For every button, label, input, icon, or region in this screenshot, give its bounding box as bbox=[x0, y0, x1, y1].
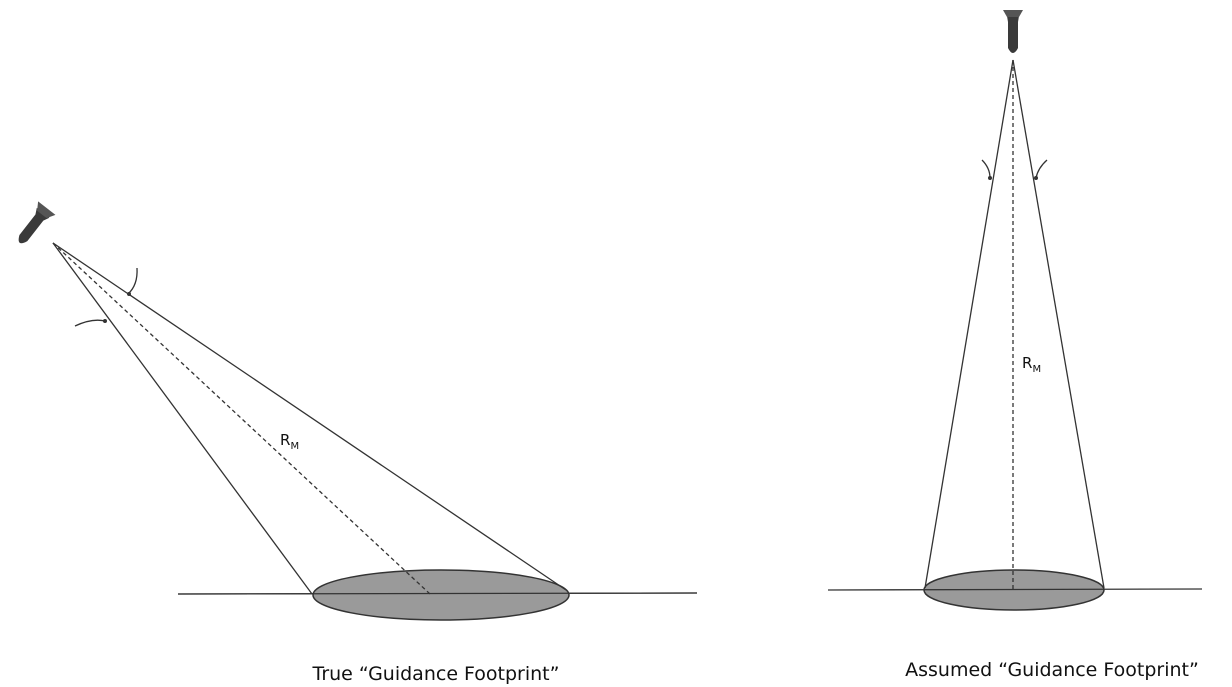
caption: True “Guidance Footprint” bbox=[312, 663, 560, 685]
beam-edge bbox=[924, 59, 1014, 589]
angle-dot bbox=[1034, 176, 1038, 180]
true-footprint-diagram: RM True “Guidance Footprint” bbox=[18, 201, 698, 685]
angle-arc bbox=[1035, 159, 1048, 179]
angle-arc bbox=[981, 159, 991, 179]
assumed-footprint-diagram: RM Assumed “Guidance Footprint” bbox=[827, 10, 1203, 681]
missile-icon bbox=[1003, 10, 1023, 53]
range-line bbox=[52, 242, 431, 595]
beam-edge bbox=[52, 242, 313, 595]
caption: Assumed “Guidance Footprint” bbox=[905, 659, 1199, 681]
footprint-ellipse bbox=[312, 569, 570, 621]
range-label: RM bbox=[1022, 354, 1041, 375]
beam-edge bbox=[52, 242, 567, 591]
missile-icon bbox=[18, 201, 56, 244]
angle-dot bbox=[127, 292, 131, 296]
angle-arc bbox=[74, 319, 106, 327]
angle-dot bbox=[103, 319, 107, 323]
angle-arc bbox=[127, 267, 138, 295]
ground-line bbox=[827, 588, 1203, 591]
angle-dot bbox=[988, 176, 992, 180]
ground-line-over bbox=[177, 592, 698, 595]
beam-edge bbox=[1012, 59, 1105, 589]
range-label: RM bbox=[280, 431, 299, 452]
